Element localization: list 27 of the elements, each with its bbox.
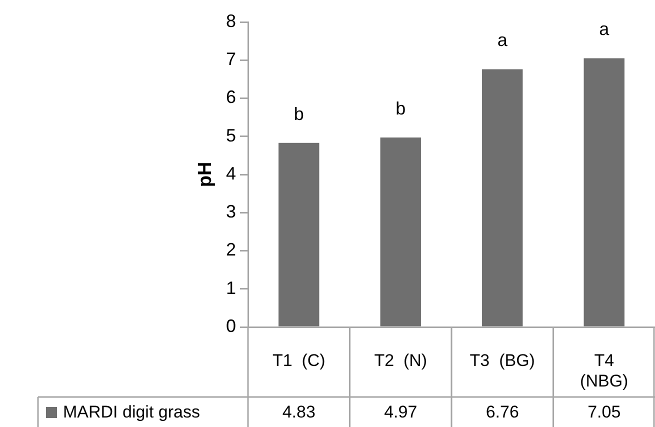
x-tick-label: T1 (C): [272, 350, 326, 370]
bar: [482, 69, 523, 326]
data-label: 4.97: [384, 402, 418, 422]
annotation: b: [294, 104, 304, 124]
data-label: 6.76: [486, 402, 519, 422]
x-tick-label: T3 (BG): [470, 350, 535, 370]
annotation: a: [497, 30, 508, 50]
x-tick-label: T4 (NBG): [580, 350, 628, 390]
bar: [584, 58, 624, 326]
y-axis-title: pH: [195, 162, 216, 188]
legend-label: MARDI digit grass: [63, 402, 200, 422]
y-tick-label: 7: [226, 49, 236, 70]
y-tick-label: 4: [226, 163, 236, 184]
y-tick-label: 3: [226, 202, 236, 222]
bar: [278, 142, 320, 326]
y-tick-label: 5: [226, 125, 236, 146]
annotation: b: [396, 98, 406, 118]
y-tick-label: 1: [226, 278, 236, 298]
y-tick-label: 8: [226, 10, 236, 31]
y-tick-label: 0: [226, 316, 236, 336]
data-label: 7.05: [588, 402, 621, 422]
y-tick-label: 6: [226, 87, 236, 108]
x-tick-label: T2 (N): [374, 350, 428, 370]
y-tick-label: 2: [226, 240, 236, 260]
data-label: 4.83: [282, 402, 316, 422]
bar: [380, 138, 421, 326]
annotation: a: [599, 19, 610, 40]
